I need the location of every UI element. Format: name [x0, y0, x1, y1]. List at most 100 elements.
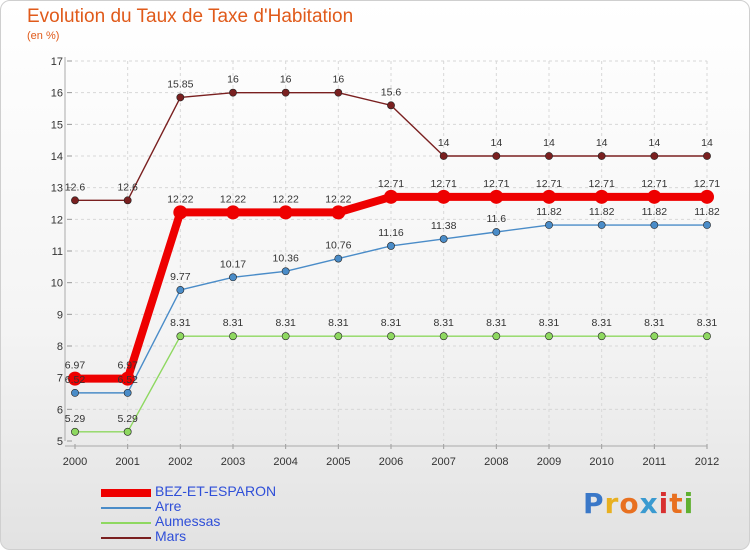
- data-point: [545, 332, 553, 341]
- y-tick-label: 13: [51, 183, 63, 195]
- data-point: [226, 205, 240, 220]
- x-tick-label: 2004: [273, 456, 297, 468]
- y-tick-label: 15: [51, 119, 63, 131]
- x-tick-label: 2005: [326, 456, 350, 468]
- data-label: 16: [280, 74, 292, 86]
- y-tick-label: 6: [57, 404, 63, 416]
- data-label: 15.85: [167, 78, 193, 90]
- data-label: 8.31: [381, 317, 402, 329]
- data-point: [436, 189, 451, 204]
- data-point: [71, 388, 79, 397]
- data-label: 16: [227, 74, 239, 86]
- data-label: 8.31: [328, 317, 349, 329]
- y-tick-label: 14: [51, 151, 63, 163]
- data-label: 12.71: [536, 178, 562, 190]
- data-label: 8.31: [644, 317, 665, 329]
- legend-item-aumessas: Aumessas: [101, 513, 361, 530]
- data-point: [703, 332, 711, 341]
- data-point: [334, 332, 343, 341]
- data-label: 8.31: [275, 317, 296, 329]
- legend-item-mars: Mars: [101, 528, 361, 545]
- logo-letter: r: [604, 487, 620, 520]
- x-tick-label: 2010: [589, 456, 613, 468]
- y-tick-label: 8: [57, 341, 63, 353]
- data-label: 12.71: [483, 178, 509, 190]
- data-point: [545, 221, 553, 229]
- logo-letter: P: [583, 487, 605, 520]
- data-label: 12.22: [325, 193, 351, 205]
- x-tick-label: 2003: [221, 456, 245, 468]
- data-point: [173, 205, 188, 220]
- y-tick-label: 16: [51, 88, 63, 100]
- data-label: 12.71: [431, 178, 457, 190]
- y-tick-label: 10: [51, 278, 63, 290]
- x-tick-label: 2008: [484, 456, 508, 468]
- data-point: [123, 427, 132, 436]
- data-point: [650, 221, 659, 229]
- data-label: 8.31: [539, 317, 560, 329]
- x-tick-label: 2000: [63, 456, 87, 468]
- y-tick-label: 5: [57, 436, 63, 448]
- y-tick-label: 11: [52, 246, 63, 258]
- data-label: 14: [490, 137, 502, 149]
- data-label: 14: [438, 137, 450, 149]
- data-label: 8.31: [223, 317, 244, 329]
- legend-label: BEZ-ET-ESPARON: [155, 483, 277, 499]
- logo-letter: o: [619, 487, 640, 520]
- chart-title: Evolution du Taux de Taxe d'Habitation: [27, 6, 354, 27]
- y-tick-label: 17: [51, 56, 63, 68]
- data-point: [71, 196, 79, 205]
- proxiti-logo: Proxiti: [583, 487, 694, 520]
- legend-label: Arre: [155, 498, 182, 514]
- data-label: 14: [648, 137, 660, 149]
- data-label: 6.97: [65, 360, 86, 372]
- legend-item-bez-et-esparon: BEZ-ET-ESPARON: [101, 483, 361, 500]
- data-point: [387, 242, 395, 250]
- logo-letter: i: [658, 487, 670, 520]
- data-label: 14: [596, 137, 608, 149]
- data-point: [700, 189, 714, 204]
- data-point: [597, 221, 606, 229]
- legend-item-arre: Arre: [101, 498, 361, 515]
- data-point: [229, 332, 237, 341]
- data-label: 14: [701, 137, 713, 149]
- logo-letter: x: [639, 487, 659, 520]
- data-point: [647, 189, 662, 204]
- data-point: [229, 88, 237, 97]
- x-tick-label: 2011: [643, 456, 667, 468]
- data-label: 6.52: [65, 374, 86, 386]
- legend-swatch: [101, 489, 151, 497]
- legend-swatch: [101, 507, 151, 509]
- data-point: [703, 152, 711, 160]
- data-label: 6.52: [117, 374, 138, 386]
- y-tick-label: 7: [57, 373, 63, 385]
- series-lines: [68, 88, 714, 436]
- data-label: 6.97: [117, 360, 138, 372]
- data-label: 15.6: [381, 86, 402, 98]
- data-point: [594, 189, 609, 204]
- x-tick-label: 2006: [379, 456, 403, 468]
- logo-letter: i: [683, 487, 695, 520]
- data-label: 11.82: [536, 206, 562, 218]
- data-label: 9.77: [170, 271, 191, 283]
- data-point: [176, 286, 185, 294]
- data-point: [387, 332, 395, 341]
- data-point: [123, 388, 132, 397]
- data-label: 12.22: [220, 193, 246, 205]
- data-point: [176, 332, 185, 341]
- data-point: [281, 88, 290, 97]
- data-point: [542, 189, 556, 204]
- x-tick-label: 2002: [168, 456, 192, 468]
- data-point: [176, 93, 185, 102]
- legend-label: Aumessas: [155, 513, 221, 529]
- data-point: [334, 88, 343, 97]
- data-label: 5.29: [65, 413, 86, 425]
- data-point: [439, 152, 448, 160]
- data-label: 14: [543, 137, 555, 149]
- data-label: 8.31: [697, 317, 718, 329]
- legend-swatch: [101, 522, 151, 524]
- data-label: 12.71: [378, 178, 404, 190]
- data-point: [489, 189, 504, 204]
